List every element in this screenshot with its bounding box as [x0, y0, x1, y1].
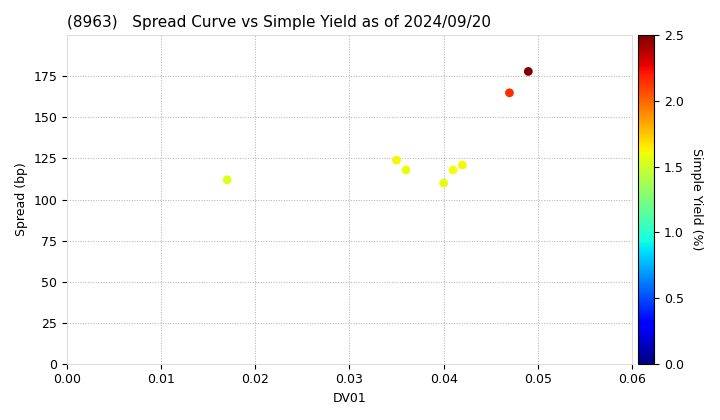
Point — [391, 157, 402, 163]
Y-axis label: Simple Yield (%): Simple Yield (%) — [690, 148, 703, 251]
Point — [504, 89, 516, 96]
Point — [523, 68, 534, 75]
X-axis label: DV01: DV01 — [333, 392, 366, 405]
Point — [400, 167, 412, 173]
Y-axis label: Spread (bp): Spread (bp) — [15, 163, 28, 236]
Point — [438, 180, 449, 186]
Text: (8963)   Spread Curve vs Simple Yield as of 2024/09/20: (8963) Spread Curve vs Simple Yield as o… — [67, 15, 491, 30]
Point — [221, 176, 233, 183]
Point — [447, 167, 459, 173]
Point — [456, 162, 468, 168]
